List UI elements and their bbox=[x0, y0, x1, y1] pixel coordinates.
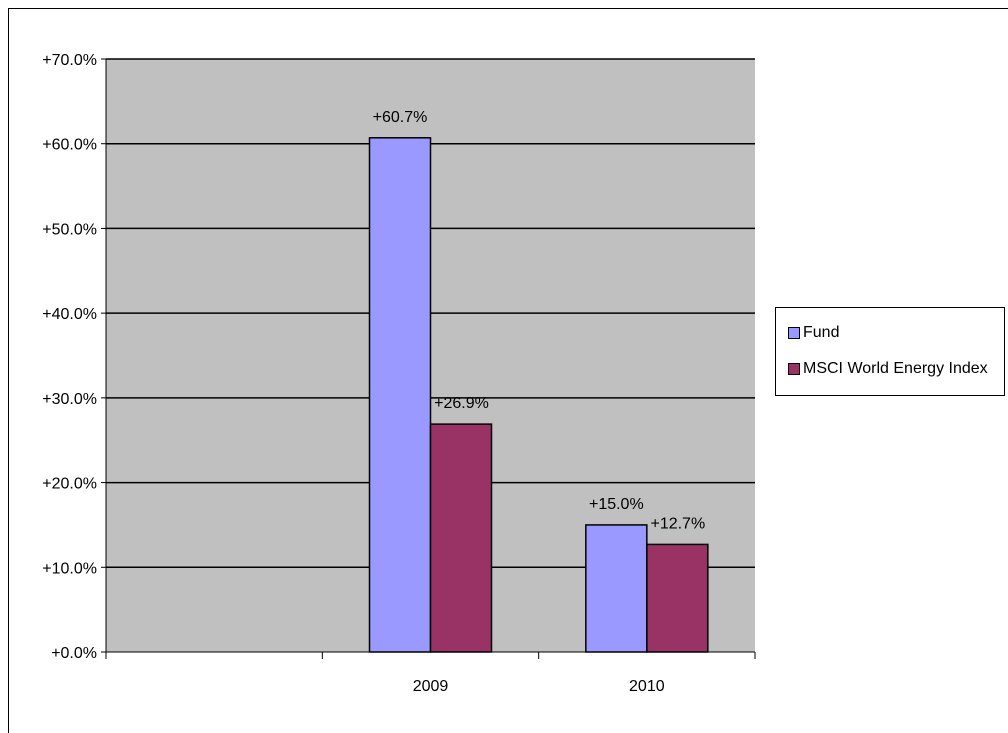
legend-swatch-msci bbox=[788, 363, 800, 375]
x-tick-label: 2010 bbox=[629, 678, 665, 695]
data-label: +60.7% bbox=[373, 109, 428, 126]
y-tick-label: +0.0% bbox=[51, 645, 97, 662]
y-tick-label: +20.0% bbox=[42, 476, 97, 493]
y-tick-label: +30.0% bbox=[42, 391, 97, 408]
y-tick-label: +60.0% bbox=[42, 137, 97, 154]
legend-label-msci: MSCI World Energy Index bbox=[803, 360, 988, 377]
x-axis-ticks: 2009 2010 bbox=[105, 652, 756, 695]
y-tick-label: +50.0% bbox=[42, 221, 97, 238]
y-tick-label: +10.0% bbox=[42, 560, 97, 577]
bar bbox=[646, 543, 709, 653]
axes bbox=[105, 59, 755, 653]
legend-label-fund: Fund bbox=[803, 324, 840, 341]
legend: Fund MSCI World Energy Index bbox=[775, 307, 1005, 396]
legend-item-msci: MSCI World Energy Index bbox=[788, 358, 1004, 380]
bar bbox=[429, 423, 493, 653]
y-axis-ticks: +0.0% +10.0% +20.0% +30.0% +40.0% +50.0% +60.0… bbox=[42, 52, 106, 662]
legend-swatch-fund bbox=[788, 327, 800, 339]
data-label: +12.7% bbox=[650, 515, 705, 532]
data-labels: +60.7% +15.0% +26.9% +12.7% bbox=[373, 109, 706, 533]
y-tick-label: +40.0% bbox=[42, 306, 97, 323]
bars bbox=[368, 137, 709, 653]
chart-frame bbox=[8, 8, 1008, 733]
legend-item-fund: Fund bbox=[788, 322, 1004, 344]
bar bbox=[585, 524, 648, 653]
data-label: +15.0% bbox=[589, 496, 644, 513]
bar bbox=[368, 137, 432, 653]
x-tick-label: 2009 bbox=[413, 678, 449, 695]
data-label: +26.9% bbox=[434, 395, 489, 412]
y-tick-label: +70.0% bbox=[42, 52, 97, 69]
